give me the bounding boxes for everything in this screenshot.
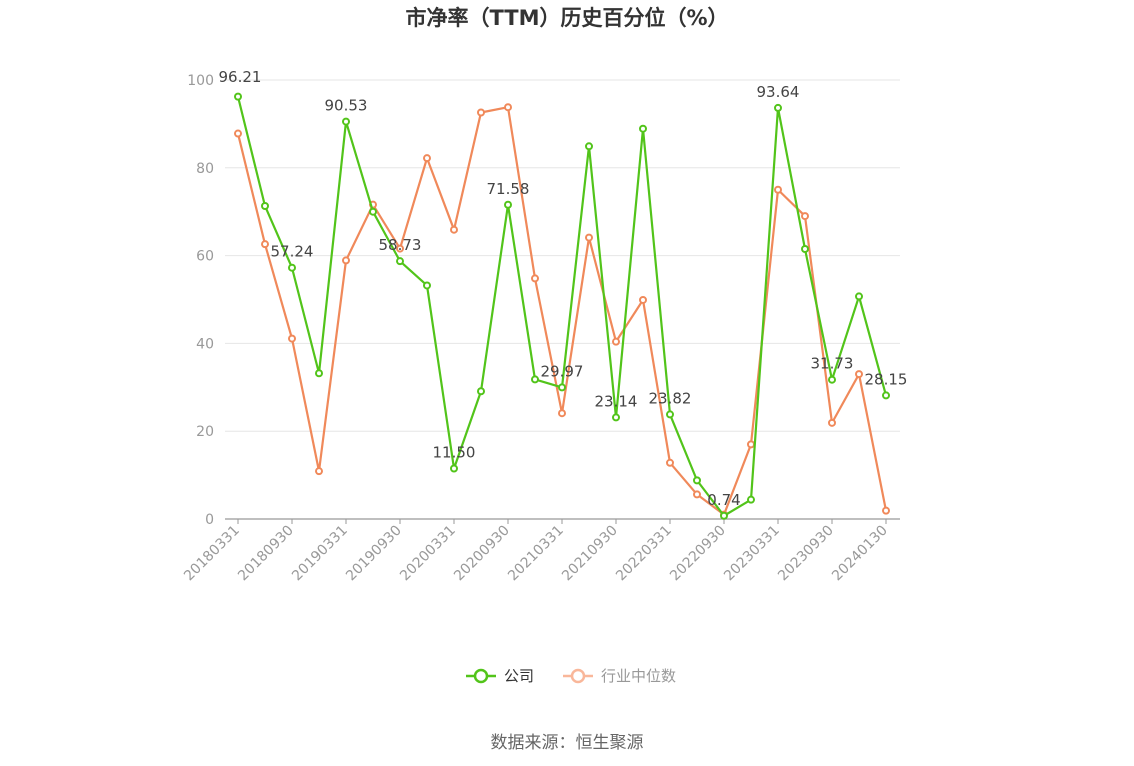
data-point[interactable] — [693, 476, 701, 485]
y-tick-label: 100 — [187, 73, 214, 89]
data-point[interactable] — [342, 256, 350, 265]
data-point[interactable] — [315, 467, 323, 476]
data-point[interactable] — [747, 495, 755, 504]
data-point[interactable] — [882, 391, 890, 400]
data-label: 31.73 — [811, 355, 854, 373]
data-point[interactable] — [396, 244, 404, 253]
data-point[interactable] — [531, 274, 539, 283]
x-tick-label: 20210930 — [559, 523, 621, 585]
data-point[interactable] — [315, 369, 323, 378]
data-point[interactable] — [801, 212, 809, 221]
x-tick-label: 20190930 — [343, 523, 405, 585]
data-label: 11.50 — [433, 444, 476, 462]
legend-label: 行业中位数 — [601, 667, 676, 685]
data-label: 0.74 — [707, 491, 740, 509]
data-point[interactable] — [558, 383, 566, 392]
x-tick-label: 20220331 — [613, 523, 675, 585]
data-point[interactable] — [234, 129, 242, 138]
data-point[interactable] — [855, 370, 863, 379]
data-point[interactable] — [639, 124, 647, 133]
y-axis: 0 20 40 60 80 100 — [187, 73, 214, 528]
x-tick-label: 20200930 — [451, 523, 513, 585]
data-point[interactable] — [477, 387, 485, 396]
data-label: 23.82 — [649, 389, 692, 407]
data-point[interactable] — [369, 207, 377, 216]
data-point[interactable] — [639, 295, 647, 304]
y-tick-label: 40 — [196, 336, 214, 352]
grid — [225, 79, 900, 432]
x-tick-label: 20230331 — [721, 523, 783, 585]
data-point[interactable] — [585, 233, 593, 242]
data-label: 93.64 — [757, 83, 800, 101]
data-point[interactable] — [585, 142, 593, 151]
data-point[interactable] — [693, 490, 701, 499]
data-label: 23.14 — [595, 392, 638, 410]
legend[interactable]: 公司 行业中位数 — [466, 667, 676, 685]
y-tick-label: 60 — [196, 249, 214, 265]
data-label: 58.73 — [379, 236, 422, 254]
data-point[interactable] — [774, 103, 782, 112]
data-point[interactable] — [261, 240, 269, 249]
data-point[interactable] — [774, 185, 782, 194]
data-label: 90.53 — [325, 97, 368, 115]
x-axis: 2018033120180930201903312019093020200331… — [181, 518, 900, 585]
data-point[interactable] — [720, 511, 728, 520]
chart-title: 市净率（TTM）历史百分位（%） — [405, 6, 728, 30]
data-label: 57.24 — [271, 243, 314, 261]
x-tick-label: 20240130 — [829, 523, 891, 585]
x-tick-label: 20230930 — [775, 523, 837, 585]
y-tick-label: 80 — [196, 161, 214, 177]
data-point[interactable] — [828, 375, 836, 384]
data-point[interactable] — [450, 225, 458, 234]
data-point[interactable] — [234, 92, 242, 101]
x-tick-label: 20180331 — [181, 523, 243, 585]
data-point[interactable] — [558, 409, 566, 418]
data-point[interactable] — [882, 506, 890, 515]
data-point[interactable] — [666, 410, 674, 419]
data-point[interactable] — [423, 154, 431, 163]
data-point[interactable] — [612, 337, 620, 346]
data-point[interactable] — [828, 418, 836, 427]
data-point[interactable] — [342, 117, 350, 126]
data-point[interactable] — [288, 263, 296, 272]
data-source: 数据来源：恒生聚源 — [491, 733, 644, 753]
data-labels: 96.21 57.24 90.53 58.73 11.50 71.58 29.97 23.14… — [219, 68, 908, 509]
x-tick-label: 20190331 — [289, 523, 351, 585]
data-point[interactable] — [423, 281, 431, 290]
data-point[interactable] — [504, 200, 512, 209]
data-point[interactable] — [747, 440, 755, 449]
data-label: 29.97 — [541, 362, 584, 380]
data-point[interactable] — [612, 413, 620, 422]
data-label: 28.15 — [865, 370, 908, 388]
data-label: 71.58 — [487, 180, 530, 198]
legend-marker — [570, 668, 586, 684]
data-point[interactable] — [261, 201, 269, 210]
series-layer — [234, 92, 890, 520]
legend-marker — [473, 668, 489, 684]
data-point[interactable] — [531, 375, 539, 384]
data-point[interactable] — [855, 292, 863, 301]
legend-label: 公司 — [504, 667, 534, 685]
data-point[interactable] — [666, 458, 674, 467]
data-point[interactable] — [288, 334, 296, 343]
data-point[interactable] — [450, 464, 458, 473]
x-tick-label: 20200331 — [397, 523, 459, 585]
legend-item-1[interactable]: 行业中位数 — [563, 667, 676, 685]
x-tick-label: 20180930 — [235, 523, 297, 585]
x-tick-label: 20220930 — [667, 523, 729, 585]
data-point[interactable] — [396, 257, 404, 266]
y-tick-label: 0 — [205, 512, 214, 528]
data-point[interactable] — [477, 108, 485, 117]
data-point[interactable] — [504, 103, 512, 112]
legend-item-0[interactable]: 公司 — [466, 667, 534, 685]
x-tick-label: 20210331 — [505, 523, 567, 585]
data-label: 96.21 — [219, 68, 262, 86]
data-point[interactable] — [801, 245, 809, 254]
series-line-0 — [236, 96, 888, 517]
y-tick-label: 20 — [196, 424, 214, 440]
